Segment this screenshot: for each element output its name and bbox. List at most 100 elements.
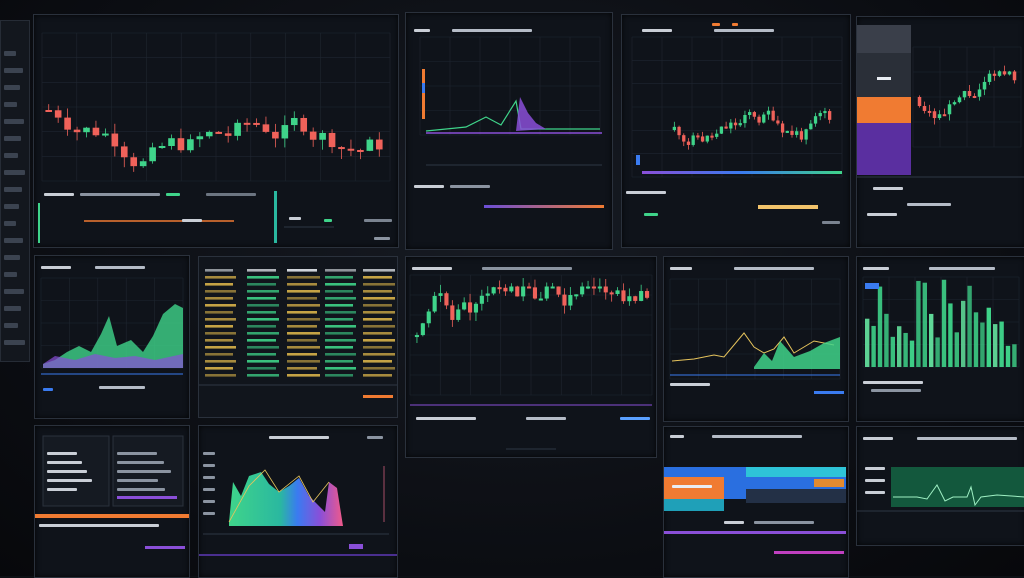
table-cell: [363, 353, 395, 356]
candle-body: [338, 147, 345, 150]
bar: [1012, 344, 1017, 367]
sidebar-item[interactable]: [4, 306, 21, 311]
axis-label: [203, 500, 215, 503]
sidebar-item[interactable]: [4, 102, 17, 107]
highlight-bar: [145, 546, 185, 549]
candle-body: [262, 124, 270, 132]
baseline: [199, 554, 397, 556]
sidebar-item[interactable]: [4, 51, 16, 56]
candle-body: [977, 89, 982, 97]
label: [620, 417, 650, 420]
highlight-bar: [774, 551, 844, 554]
bar: [871, 325, 876, 367]
label: [670, 383, 710, 386]
candle-body: [1007, 71, 1012, 75]
candle-body: [234, 122, 241, 136]
panel-candlestick-center[interactable]: [405, 256, 657, 458]
label: [41, 266, 71, 269]
panel-bar-chart[interactable]: [856, 256, 1024, 422]
table-cell: [287, 283, 317, 286]
candle-body: [776, 120, 780, 124]
candle-body: [473, 303, 479, 313]
label: [414, 185, 444, 188]
panel-line-chart[interactable]: [621, 14, 851, 248]
panel-heatmap-candles[interactable]: [856, 16, 1024, 248]
candle-body: [677, 126, 681, 136]
sidebar-item[interactable]: [4, 85, 20, 90]
table-cell: [325, 367, 356, 370]
table-cell: [205, 304, 236, 307]
table-cell: [363, 283, 395, 286]
candle-body: [710, 135, 714, 138]
candle-body: [766, 110, 771, 115]
sidebar-item[interactable]: [4, 136, 21, 141]
candle-body: [715, 133, 719, 137]
candle-body: [556, 286, 561, 295]
candle-body: [73, 129, 81, 133]
sidebar-item[interactable]: [4, 272, 17, 277]
panel-footer: [410, 416, 460, 423]
candle-body: [491, 287, 496, 294]
table-cell: [205, 318, 236, 321]
candle-body: [609, 292, 614, 295]
table-cell: [363, 276, 392, 279]
table-cell: [363, 339, 395, 342]
order-book-table: [199, 257, 397, 417]
row: [117, 461, 164, 464]
sidebar-item[interactable]: [4, 204, 19, 209]
bar: [890, 336, 895, 367]
label: [39, 524, 159, 527]
table-cell: [287, 325, 317, 328]
candle-body: [538, 298, 543, 301]
table-cell: [205, 290, 236, 293]
table-cell: [247, 290, 279, 293]
table-cell: [325, 276, 353, 279]
panel-trend-chart[interactable]: [663, 256, 849, 422]
candle-body: [45, 110, 53, 112]
sidebar-item[interactable]: [4, 323, 18, 328]
table-cell: [287, 276, 320, 279]
candle-body: [357, 149, 364, 152]
candle-body: [818, 112, 822, 117]
candle-body: [574, 294, 579, 297]
candle-body: [682, 135, 686, 142]
panel-gradient-area[interactable]: [198, 425, 398, 578]
candle-body: [347, 148, 355, 151]
row: [47, 470, 87, 473]
sidebar-item[interactable]: [4, 187, 22, 192]
label: [95, 266, 145, 269]
panel-color-bars[interactable]: [663, 426, 849, 578]
sidebar-item[interactable]: [4, 255, 20, 260]
sidebar-item[interactable]: [4, 238, 23, 243]
table-cell: [287, 297, 317, 300]
gradient-area: [229, 472, 343, 526]
panel-spike-chart[interactable]: [856, 426, 1024, 546]
candle-body: [526, 286, 532, 289]
table-cell: [205, 332, 236, 335]
row: [47, 452, 77, 455]
row: [47, 488, 77, 491]
candle-body: [752, 112, 756, 117]
label: [863, 381, 923, 384]
candle-body: [937, 114, 942, 119]
sidebar-item[interactable]: [4, 119, 24, 124]
sidebar-item[interactable]: [4, 340, 25, 345]
table-cell: [247, 346, 279, 349]
panel-volume-profile[interactable]: [405, 12, 613, 250]
panel-candlestick-main[interactable]: [33, 14, 399, 248]
panel-area-chart[interactable]: [34, 255, 190, 419]
sidebar-item[interactable]: [4, 153, 18, 158]
sidebar-item[interactable]: [4, 170, 25, 175]
candle-body: [205, 131, 213, 137]
sidebar-item[interactable]: [4, 68, 23, 73]
table-cell: [287, 311, 317, 314]
highlight-bar: [117, 496, 177, 499]
candle-body: [544, 286, 549, 299]
sidebar-item[interactable]: [4, 289, 24, 294]
panel-watchlist[interactable]: [34, 425, 190, 578]
table-cell: [247, 339, 276, 342]
sidebar-item[interactable]: [4, 221, 16, 226]
panel-order-book[interactable]: [198, 256, 398, 418]
table-cell: [325, 311, 356, 314]
gradient-area-chart: [199, 436, 397, 556]
